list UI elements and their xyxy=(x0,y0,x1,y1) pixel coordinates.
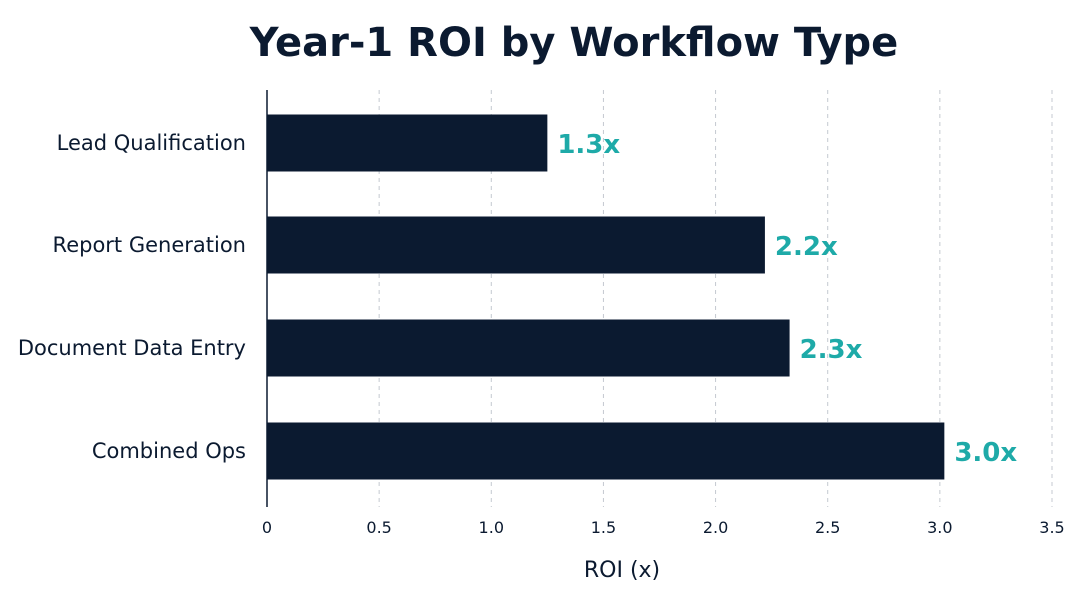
x-tick-labels: 0 0.5 1.0 1.5 2.0 2.5 3.0 3.5 xyxy=(262,518,1065,537)
x-tick-label: 1.0 xyxy=(479,518,504,537)
value-labels: 1.3x 2.2x 2.3x 3.0x xyxy=(557,130,1017,468)
data-label: 2.2x xyxy=(775,232,838,262)
bar xyxy=(267,216,765,274)
bars xyxy=(267,114,945,480)
x-tick-label: 0 xyxy=(262,518,272,537)
category-label: Combined Ops xyxy=(92,439,246,463)
bar xyxy=(267,422,945,480)
x-tick-label: 3.5 xyxy=(1039,518,1064,537)
data-label: 2.3x xyxy=(800,335,863,365)
category-label: Lead Qualification xyxy=(57,131,246,155)
category-label: Report Generation xyxy=(53,233,246,257)
bar xyxy=(267,319,790,377)
category-labels: Lead Qualification Report Generation Docum… xyxy=(18,131,246,463)
data-label: 1.3x xyxy=(557,130,620,160)
x-tick-label: 2.0 xyxy=(703,518,728,537)
x-tick-label: 1.5 xyxy=(591,518,616,537)
bar xyxy=(267,114,548,172)
data-label: 3.0x xyxy=(954,438,1017,468)
x-axis-title: ROI (x) xyxy=(584,558,660,583)
chart-title: Year-1 ROI by Workflow Type xyxy=(249,20,899,66)
x-tick-label: 2.5 xyxy=(815,518,840,537)
category-label: Document Data Entry xyxy=(18,336,246,360)
x-tick-label: 0.5 xyxy=(366,518,391,537)
x-tick-label: 3.0 xyxy=(927,518,952,537)
